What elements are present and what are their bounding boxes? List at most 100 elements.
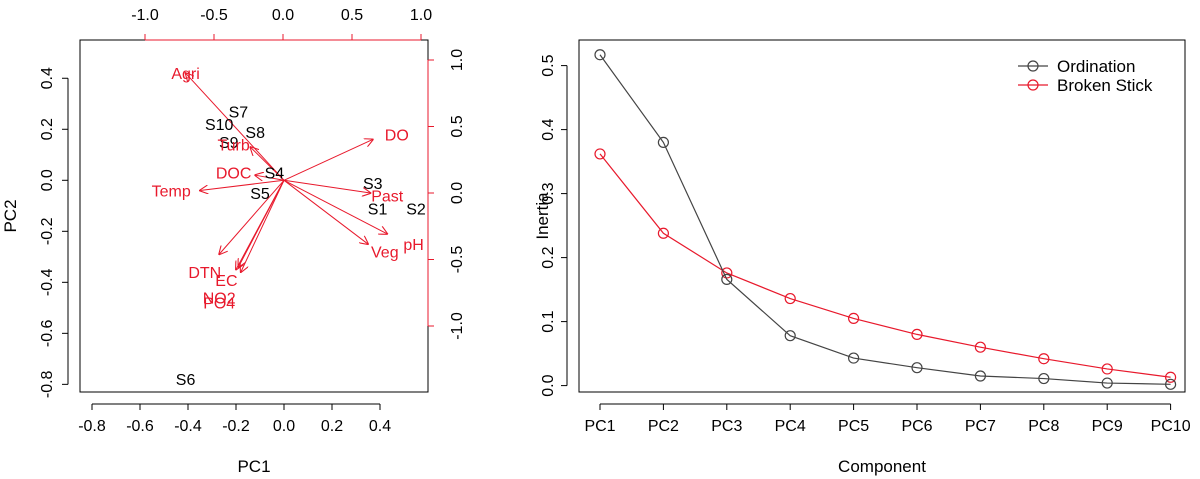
biplot-variable-arrows <box>186 73 388 272</box>
biplot-x-tick-label: 0.2 <box>321 418 343 435</box>
point-ordination <box>594 49 606 61</box>
biplot-top-tick-label: 1.0 <box>410 7 432 24</box>
point-ordination <box>974 370 987 382</box>
variable-label-temp: Temp <box>152 183 191 200</box>
variable-arrow-doc <box>255 175 285 180</box>
biplot-top-axis: -1.0 -0.5 0.0 0.5 1.0 <box>131 7 432 41</box>
biplot-panel: -0.8 -0.6 -0.4 -0.2 0.0 0.2 0.4 -0.8 -0.6 -0.4 -0… <box>1 7 466 476</box>
variable-label-do: DO <box>385 127 409 144</box>
biplot-y-axis: -0.8 -0.6 -0.4 -0.2 0.0 0.2 0.4 <box>39 67 69 398</box>
site-label-s4: S4 <box>265 166 285 183</box>
biplot-x-tick-label: 0.0 <box>273 418 295 435</box>
biplot-x-tick-label: 0.4 <box>369 418 391 435</box>
biplot-x-tick-label: -0.8 <box>78 418 106 435</box>
point-broken-stick <box>847 312 860 324</box>
scree-y-tick-label: 0.1 <box>540 310 557 332</box>
biplot-right-tick-label: -0.5 <box>449 246 466 274</box>
scree-y-tick-label: 0.3 <box>540 182 557 204</box>
biplot-x-tick-label: -0.6 <box>126 418 154 435</box>
variable-label-doc: DOC <box>216 166 252 183</box>
biplot-y-tick-label: 0.2 <box>39 118 56 140</box>
scree-x-tick-label: PC6 <box>901 418 932 435</box>
variable-label-ph: pH <box>403 237 423 254</box>
scree-y-tick-label: 0.5 <box>540 54 557 76</box>
biplot-top-tick-label: -0.5 <box>200 7 228 24</box>
point-broken-stick <box>911 328 923 340</box>
variable-label-past: Past <box>371 189 404 206</box>
scree-series <box>594 49 1177 390</box>
variable-arrow-turb <box>250 147 285 181</box>
variable-label-po4: PO4 <box>203 296 235 313</box>
variable-label-no2: NO2 <box>203 291 236 308</box>
variable-label-dtn: DTN <box>188 265 221 282</box>
point-broken-stick <box>594 148 606 160</box>
variable-arrow-veg <box>283 179 368 244</box>
legend-broken-stick-label: Broken Stick <box>1057 76 1153 95</box>
site-label-s2: S2 <box>406 201 426 218</box>
variable-arrow-past <box>283 179 370 193</box>
scree-panel: PC1 PC2 PC3 PC4 PC5 PC6 PC7 PC8 PC9 PC10 0.00.10.… <box>533 39 1191 476</box>
biplot-x-tick-label: -0.2 <box>222 418 250 435</box>
scree-x-tick-label: PC2 <box>648 418 679 435</box>
biplot-right-tick-label: 1.0 <box>449 49 466 71</box>
point-broken-stick <box>974 341 987 353</box>
variable-label-agri: Agri <box>171 66 199 83</box>
variable-arrow-no2 <box>236 180 285 269</box>
point-broken-stick <box>1038 353 1050 365</box>
site-label-s9: S9 <box>219 135 239 152</box>
scree-x-tick-label: PC1 <box>584 418 615 435</box>
scree-x-tick-label: PC10 <box>1151 418 1191 435</box>
scree-y-axis-label: Inertia <box>533 192 552 240</box>
scree-y-tick-label: 0.2 <box>540 246 557 268</box>
scree-y-tick-label: 0.0 <box>540 374 557 396</box>
biplot-x-axis-label: PC1 <box>237 457 270 476</box>
point-ordination <box>657 136 670 148</box>
biplot-y-tick-label: 0.0 <box>39 169 56 191</box>
scree-x-tick-label: PC8 <box>1028 418 1059 435</box>
variable-arrow-po4 <box>241 180 285 272</box>
variable-label-turb: Turb <box>217 138 249 155</box>
point-broken-stick <box>1164 371 1177 383</box>
biplot-right-tick-label: 0.0 <box>449 182 466 204</box>
scree-x-tick-label: PC7 <box>965 418 996 435</box>
site-label-s7: S7 <box>229 104 249 121</box>
site-label-s10: S10 <box>205 117 234 134</box>
point-ordination <box>721 273 733 285</box>
point-ordination <box>911 362 923 374</box>
point-ordination <box>1164 378 1177 390</box>
legend-broken-stick-marker <box>1027 79 1039 91</box>
site-label-s1: S1 <box>368 201 388 218</box>
scree-x-tick-label: PC9 <box>1092 418 1123 435</box>
biplot-y-tick-label: 0.4 <box>39 67 56 89</box>
biplot-top-tick-label: -1.0 <box>131 7 159 24</box>
biplot-top-tick-label: 0.0 <box>272 7 294 24</box>
variable-arrow-ph <box>283 179 387 234</box>
biplot-y-tick-label: -0.2 <box>39 217 56 245</box>
series-line-ordination <box>599 54 1171 385</box>
variable-arrow-agri <box>186 73 285 181</box>
scree-x-tick-label: PC3 <box>711 418 742 435</box>
point-ordination <box>1038 372 1050 385</box>
scree-x-axis-label: Component <box>838 457 926 476</box>
biplot-right-tick-label: 0.5 <box>449 115 466 137</box>
site-label-s5: S5 <box>250 186 270 203</box>
biplot-x-axis: -0.8 -0.6 -0.4 -0.2 0.0 0.2 0.4 <box>78 403 391 435</box>
variable-arrow-do <box>283 139 373 181</box>
biplot-right-axis: -1.0 -0.5 0.0 0.5 1.0 <box>427 49 466 340</box>
series-line-broken-stick <box>599 153 1171 378</box>
biplot-top-tick-label: 0.5 <box>341 7 363 24</box>
scree-y-tick-label: 0.4 <box>540 118 557 140</box>
point-ordination <box>1101 377 1113 389</box>
variable-arrow-dtn <box>219 179 285 254</box>
scree-plot-frame <box>578 39 1186 393</box>
biplot-y-tick-label: -0.4 <box>39 268 56 296</box>
variable-label-ec: EC <box>215 273 237 290</box>
site-label-s6: S6 <box>176 372 196 389</box>
legend-ordination-marker <box>1027 60 1039 72</box>
legend-ordination-label: Ordination <box>1057 57 1135 76</box>
biplot-y-axis-label: PC2 <box>1 199 20 232</box>
biplot-x-tick-label: -0.4 <box>174 418 202 435</box>
